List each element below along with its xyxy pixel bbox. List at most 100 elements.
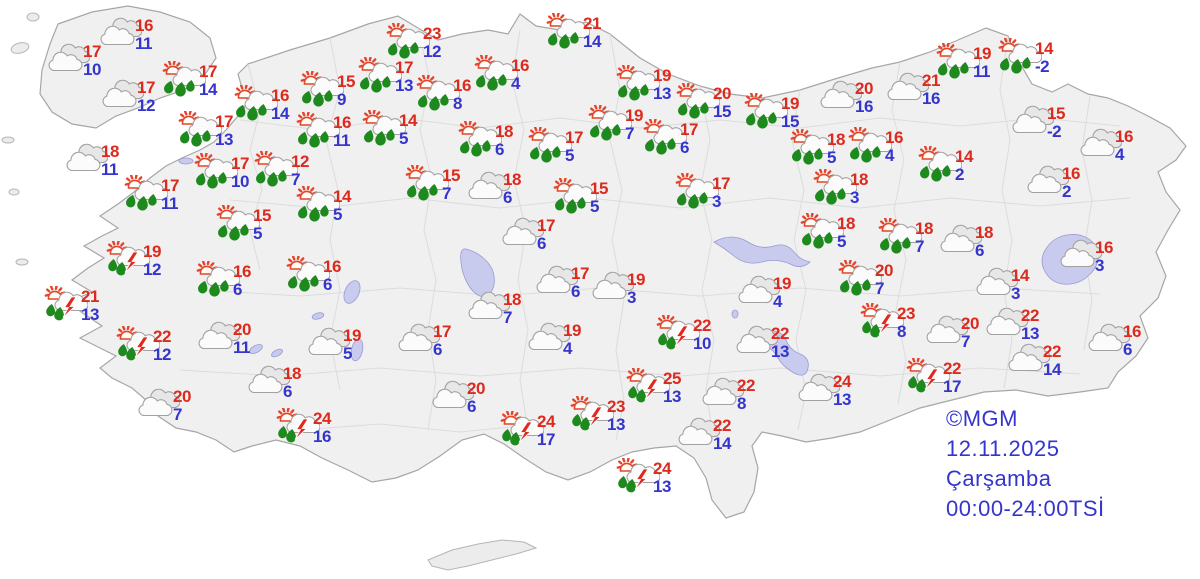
station-temps: 16 11 xyxy=(135,17,153,53)
station-temps: 14 3 xyxy=(1011,267,1029,303)
high-temperature: 22 xyxy=(153,327,171,346)
high-temperature: 22 xyxy=(713,416,731,435)
station-temps: 19 3 xyxy=(627,271,645,307)
station-temps: 15 5 xyxy=(590,180,608,216)
high-temperature: 15 xyxy=(1047,104,1065,123)
weather-station: 15 -2 xyxy=(1010,105,1065,141)
high-temperature: 14 xyxy=(1011,266,1029,285)
weather-station: 18 6 xyxy=(938,224,993,260)
high-temperature: 24 xyxy=(833,372,851,391)
low-temperature: 5 xyxy=(333,205,342,224)
weather-station: 17 13 xyxy=(358,59,413,95)
high-temperature: 21 xyxy=(81,287,99,306)
weather-station: 17 13 xyxy=(178,113,233,149)
map-caption: ©MGM 12.11.2025 Çarşamba 00:00-24:00TSİ xyxy=(946,404,1105,524)
station-temps: 19 15 xyxy=(781,95,799,131)
high-temperature: 23 xyxy=(897,304,915,323)
station-temps: 16 11 xyxy=(333,114,351,150)
weather-station: 17 6 xyxy=(396,323,451,359)
weather-station: 12 7 xyxy=(254,153,309,189)
high-temperature: 20 xyxy=(875,261,893,280)
weather-station: 19 12 xyxy=(106,243,161,279)
low-temperature: 8 xyxy=(897,322,906,341)
high-temperature: 23 xyxy=(607,397,625,416)
weather-station: 18 5 xyxy=(800,215,855,251)
weather-station: 14 -2 xyxy=(998,40,1053,76)
station-temps: 15 7 xyxy=(442,167,460,203)
low-temperature: 6 xyxy=(323,275,332,294)
station-temps: 22 14 xyxy=(1043,343,1061,379)
station-temps: 19 7 xyxy=(625,107,643,143)
weather-station: 16 11 xyxy=(296,114,351,150)
station-temps: 18 6 xyxy=(495,123,513,159)
station-temps: 17 11 xyxy=(161,177,179,213)
low-temperature: 4 xyxy=(511,74,520,93)
station-temps: 18 5 xyxy=(827,131,845,167)
low-temperature: 10 xyxy=(693,334,711,353)
aegean-islands xyxy=(1,12,40,266)
station-temps: 21 16 xyxy=(922,72,940,108)
high-temperature: 20 xyxy=(713,84,731,103)
station-temps: 15 9 xyxy=(337,73,355,109)
low-temperature: 5 xyxy=(827,148,836,167)
station-temps: 22 8 xyxy=(737,377,755,413)
weather-station: 17 11 xyxy=(124,177,179,213)
low-temperature: 8 xyxy=(737,394,746,413)
station-temps: 14 5 xyxy=(399,112,417,148)
weather-station: 18 6 xyxy=(458,123,513,159)
high-temperature: 15 xyxy=(337,72,355,91)
high-temperature: 19 xyxy=(973,44,991,63)
station-temps: 16 8 xyxy=(453,77,471,113)
high-temperature: 18 xyxy=(283,364,301,383)
station-temps: 17 10 xyxy=(231,155,249,191)
low-temperature: 13 xyxy=(653,477,671,496)
low-temperature: -2 xyxy=(1047,122,1062,141)
weather-station: 18 7 xyxy=(466,291,521,327)
high-temperature: 17 xyxy=(712,174,730,193)
low-temperature: 16 xyxy=(313,427,331,446)
weather-station: 18 7 xyxy=(878,220,933,256)
station-temps: 17 6 xyxy=(680,121,698,157)
low-temperature: 6 xyxy=(571,282,580,301)
weather-station: 22 14 xyxy=(676,417,731,453)
high-temperature: 16 xyxy=(1062,164,1080,183)
weather-station: 21 13 xyxy=(44,288,99,324)
high-temperature: 17 xyxy=(161,176,179,195)
low-temperature: 7 xyxy=(291,170,300,189)
high-temperature: 14 xyxy=(399,111,417,130)
weather-station: 16 6 xyxy=(286,258,341,294)
weather-station: 18 6 xyxy=(246,365,301,401)
weather-station: 24 16 xyxy=(276,410,331,446)
weather-station: 17 6 xyxy=(643,121,698,157)
high-temperature: 17 xyxy=(433,322,451,341)
weather-station: 17 10 xyxy=(194,155,249,191)
low-temperature: 16 xyxy=(922,89,940,108)
high-temperature: 14 xyxy=(333,187,351,206)
weather-station: 22 13 xyxy=(734,325,789,361)
high-temperature: 18 xyxy=(915,219,933,238)
low-temperature: 7 xyxy=(961,332,970,351)
weather-station: 20 7 xyxy=(136,388,191,424)
high-temperature: 18 xyxy=(837,214,855,233)
station-temps: 17 12 xyxy=(137,79,155,115)
weather-station: 14 2 xyxy=(918,148,973,184)
station-temps: 15 5 xyxy=(253,207,271,243)
weather-station: 19 3 xyxy=(590,271,645,307)
station-temps: 16 6 xyxy=(1123,323,1141,359)
station-temps: 22 10 xyxy=(693,317,711,353)
station-temps: 19 13 xyxy=(653,67,671,103)
station-temps: 25 13 xyxy=(663,370,681,406)
low-temperature: 5 xyxy=(590,197,599,216)
weather-station: 15 5 xyxy=(553,180,608,216)
low-temperature: 14 xyxy=(199,80,217,99)
low-temperature: 4 xyxy=(563,339,572,358)
station-temps: 20 11 xyxy=(233,321,251,357)
low-temperature: 11 xyxy=(101,160,118,179)
high-temperature: 25 xyxy=(663,369,681,388)
credit-text: ©MGM xyxy=(946,406,1018,431)
high-temperature: 17 xyxy=(537,216,555,235)
weather-station: 20 6 xyxy=(430,380,485,416)
weather-station: 17 6 xyxy=(534,265,589,301)
station-temps: 22 17 xyxy=(943,360,961,396)
station-temps: 22 12 xyxy=(153,328,171,364)
